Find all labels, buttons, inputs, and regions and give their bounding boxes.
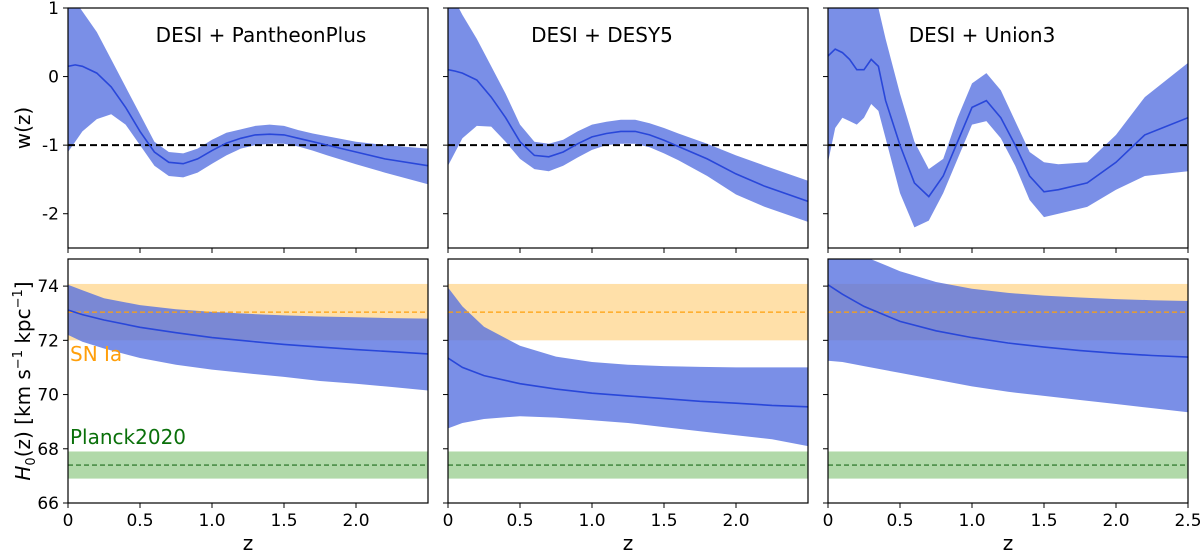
w-panel-frame xyxy=(67,7,429,249)
h0-confidence-band xyxy=(68,284,428,391)
x-tick-label: 1.5 xyxy=(650,511,677,531)
w-confidence-band xyxy=(828,8,1188,228)
panel-h-col1 xyxy=(448,283,808,479)
x-axis-label-col0: z xyxy=(243,531,254,555)
h0-panel-frame xyxy=(827,258,1189,504)
w-y-tick-label: -2 xyxy=(42,205,59,225)
h0-y-tick-label: 68 xyxy=(37,440,59,460)
panel-h-col0 xyxy=(68,283,428,479)
x-tick-label: 1.0 xyxy=(578,511,605,531)
x-tick-label: 1.5 xyxy=(1030,511,1057,531)
w-median-line xyxy=(68,64,428,167)
w-y-tick-label: -1 xyxy=(42,136,59,156)
h0-y-tick-label: 66 xyxy=(37,494,59,514)
x-tick-label: 2.0 xyxy=(722,511,749,531)
x-tick-label: 0.5 xyxy=(886,511,913,531)
h0-confidence-band xyxy=(448,287,808,447)
h0-y-tick-label: 70 xyxy=(37,386,59,406)
w-panel-frame xyxy=(447,7,809,249)
x-tick-label: 0 xyxy=(823,511,834,531)
w-panel-frame xyxy=(827,7,1189,249)
axes-col0: 0 0.5 1.0 1.5 2.0 1 0 -1 -2 74 72 70 68 66 xyxy=(37,0,429,531)
w-confidence-band xyxy=(68,8,428,185)
panel-h-col2 xyxy=(828,259,1188,479)
h0-axis-label-sup: −1 xyxy=(11,350,26,369)
x-tick-label: 0 xyxy=(63,511,74,531)
h0-panel-frame xyxy=(67,258,429,504)
h0-axis-label: H0(z) [km s−1 kpc−1] xyxy=(11,281,39,480)
x-tick-label: 0.5 xyxy=(126,511,153,531)
h0-axis-label-sub: 0 xyxy=(24,457,39,465)
h0-axis-label-main: H xyxy=(11,466,35,481)
h0-panel-frame xyxy=(447,258,809,504)
w-y-tick-label: 0 xyxy=(48,68,59,88)
w-y-tick-label: 1 xyxy=(48,0,59,19)
w-median-line xyxy=(828,48,1188,198)
x-tick-label: 1.0 xyxy=(958,511,985,531)
h0-y-tick-label: 74 xyxy=(37,277,59,297)
x-tick-label: 0 xyxy=(443,511,454,531)
w-confidence-band xyxy=(448,8,808,222)
x-tick-label: 1.5 xyxy=(270,511,297,531)
panel-title-col2: DESI + Union3 xyxy=(909,23,1056,47)
x-tick-label: 2.5 xyxy=(1174,511,1200,531)
h0-median-line xyxy=(68,309,428,355)
panel-title-col0: DESI + PantheonPlus xyxy=(156,23,367,47)
x-tick-label: 1.0 xyxy=(198,511,225,531)
planck-label: Planck2020 xyxy=(70,425,186,449)
h0-axis-label-close: ] xyxy=(11,281,35,289)
h0-axis-label-rest2: kpc xyxy=(11,308,35,350)
h0-median-line xyxy=(828,284,1188,358)
panel-w-col2 xyxy=(828,8,1188,228)
x-tick-label: 2.0 xyxy=(342,511,369,531)
panel-w-col0 xyxy=(68,8,428,185)
sn-ia-label: SN Ia xyxy=(70,342,122,366)
h0-median-line xyxy=(448,357,808,408)
h0-confidence-band xyxy=(828,259,1188,413)
h0-y-tick-label: 72 xyxy=(37,331,59,351)
x-tick-label: 2.0 xyxy=(1102,511,1129,531)
x-tick-label: 0.5 xyxy=(506,511,533,531)
w-median-line xyxy=(448,68,808,203)
panel-w-col1 xyxy=(448,8,808,222)
h0-axis-label-sup2: −1 xyxy=(11,289,26,308)
w-axis-label: w(z) xyxy=(11,107,35,149)
x-axis-label-col1: z xyxy=(623,531,634,555)
axes-col1: 0 0.5 1.0 1.5 2.0 xyxy=(443,7,809,531)
h0-axis-label-rest: (z) [km s xyxy=(11,369,35,457)
axes-col2: 0 0.5 1.0 1.5 2.0 2.5 xyxy=(823,7,1200,531)
x-axis-label-col2: z xyxy=(1003,531,1014,555)
panel-title-col1: DESI + DESY5 xyxy=(531,23,673,47)
